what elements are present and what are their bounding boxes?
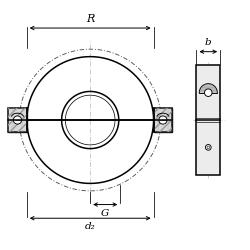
- Bar: [154, 108, 172, 132]
- Circle shape: [207, 146, 210, 149]
- Circle shape: [204, 89, 212, 96]
- Text: d₂: d₂: [85, 222, 96, 231]
- Text: b: b: [205, 38, 212, 47]
- Polygon shape: [199, 84, 217, 93]
- Circle shape: [206, 144, 211, 150]
- Circle shape: [13, 116, 22, 124]
- Bar: [8, 108, 27, 132]
- Bar: [154, 108, 172, 132]
- Text: G: G: [101, 209, 109, 218]
- Circle shape: [159, 116, 167, 124]
- Bar: [8, 108, 27, 132]
- Bar: [8, 108, 27, 132]
- Text: R: R: [86, 14, 94, 24]
- Bar: [154, 108, 172, 132]
- Bar: [154, 108, 172, 132]
- Bar: [196, 65, 220, 175]
- Bar: [8, 108, 27, 132]
